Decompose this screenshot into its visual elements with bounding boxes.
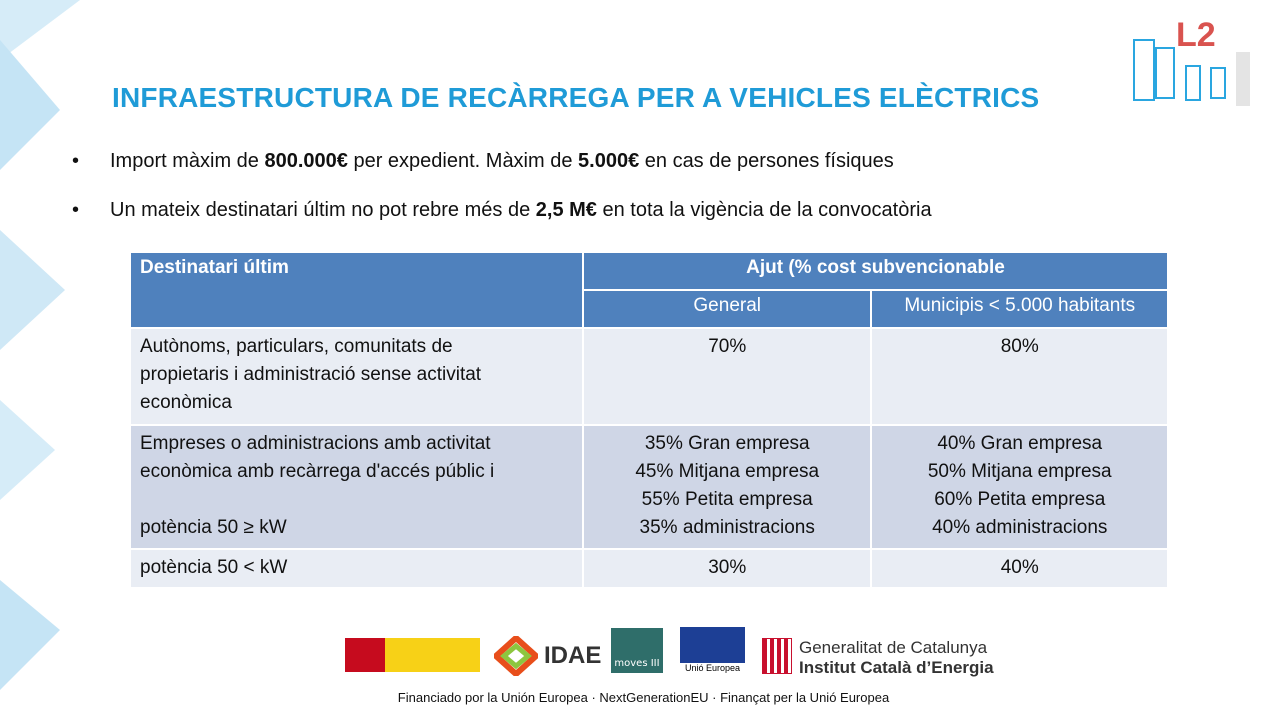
cell-line: 40% bbox=[1000, 557, 1039, 578]
text: Import màxim de bbox=[110, 150, 265, 172]
moves-logo: moves III bbox=[611, 628, 663, 673]
cell-line: potència 50 ≥ kW bbox=[140, 517, 287, 538]
cell-line: 40% Gran empresa bbox=[937, 433, 1103, 454]
eu-text: Unió Europea bbox=[684, 663, 741, 673]
generalitat-text: Generalitat de Catalunya bbox=[799, 638, 988, 657]
cell-line: 35% Gran empresa bbox=[644, 433, 810, 454]
table-cell: Empreses o administracions amb activitat… bbox=[129, 424, 584, 550]
idae-logo: IDAE bbox=[494, 636, 601, 676]
cell-line: 55% Petita empresa bbox=[641, 489, 813, 510]
table-cell: potència 50 < kW bbox=[129, 548, 584, 589]
table-cell: 80% bbox=[870, 327, 1169, 426]
footer: Financiado por la Unión Europea · NextGe… bbox=[397, 690, 890, 705]
bold: 800.000€ bbox=[264, 150, 348, 172]
cell-line: 80% bbox=[1000, 336, 1039, 357]
badge: L2 bbox=[1176, 16, 1216, 54]
cell-line: 50% Mitjana empresa bbox=[927, 461, 1112, 482]
l2-logo: L2 bbox=[1126, 16, 1256, 113]
aid-table: Destinatari últim Ajut (% cost subvencion… bbox=[129, 251, 1170, 589]
idae-icon bbox=[494, 636, 538, 676]
bullet: • Un mateix destinatari últim no pot rebr… bbox=[72, 199, 932, 221]
cell-line bbox=[140, 486, 573, 514]
spain-logo bbox=[345, 638, 480, 672]
text: en cas de persones físiques bbox=[639, 150, 894, 172]
text: per expedient. Màxim de bbox=[347, 150, 579, 172]
cell-line: econòmica amb recàrrega d'accés públic i bbox=[140, 461, 495, 482]
bold: 5.000€ bbox=[578, 150, 640, 172]
cell-line: 40% administracions bbox=[932, 517, 1108, 538]
icaen-text: Institut Català d’Energia bbox=[799, 658, 994, 677]
cell-line: 70% bbox=[708, 336, 747, 357]
cell-line: 35% administracions bbox=[639, 517, 815, 538]
cell-line: Empreses o administracions amb activitat bbox=[140, 433, 491, 454]
idae-text: IDAE bbox=[544, 642, 602, 669]
header-cell: Destinatari últim bbox=[129, 251, 584, 329]
eu-logo: Unió Europea bbox=[680, 627, 745, 673]
table-row: potència 50 < kW 30% 40% bbox=[129, 548, 1169, 589]
table-cell: Autònoms, particulars, comunitats de prop… bbox=[129, 327, 584, 426]
table-cell: 40% Gran empresa 50% Mitjana empresa 60% P… bbox=[870, 424, 1169, 550]
l2-icon bbox=[1133, 39, 1250, 106]
cell-line: 60% Petita empresa bbox=[934, 489, 1106, 510]
table-cell: 30% bbox=[581, 548, 873, 589]
table-cell: 35% Gran empresa 45% Mitjana empresa 55% P… bbox=[581, 424, 873, 550]
bullet: • Import màxim de 800.000€ per expedient.… bbox=[72, 150, 894, 172]
text: Un mateix destinatari últim no pot rebre… bbox=[110, 199, 536, 221]
header-cell: Municipis < 5.000 habitants bbox=[870, 289, 1169, 329]
bold: 2,5 M€ bbox=[535, 199, 597, 221]
header-cell: General bbox=[581, 289, 873, 329]
cell-line: 45% Mitjana empresa bbox=[635, 461, 820, 482]
text: en tota la vigència de la convocatòria bbox=[596, 199, 932, 221]
table-row: Autònoms, particulars, comunitats de prop… bbox=[129, 327, 1169, 426]
cell-line: 30% bbox=[708, 557, 747, 578]
table-row: Empreses o administracions amb activitat… bbox=[129, 424, 1169, 550]
table-cell: 70% bbox=[581, 327, 873, 426]
cell-line: econòmica bbox=[140, 392, 232, 413]
side-decoration bbox=[0, 0, 80, 690]
table-cell: 40% bbox=[870, 548, 1169, 589]
generalitat-emblem bbox=[762, 638, 792, 674]
cell-line: potència 50 < kW bbox=[140, 557, 288, 578]
title: INFRAESTRUCTURA DE RECÀRREGA PER A VEHIC… bbox=[112, 82, 1040, 113]
generalitat-logo: Generalitat de Catalunya Institut Català… bbox=[799, 638, 994, 678]
cell-line: propietaris i administració sense activi… bbox=[140, 364, 482, 385]
cell-line: Autònoms, particulars, comunitats de bbox=[140, 336, 453, 357]
header-cell: Ajut (% cost subvencionable bbox=[581, 251, 1170, 291]
